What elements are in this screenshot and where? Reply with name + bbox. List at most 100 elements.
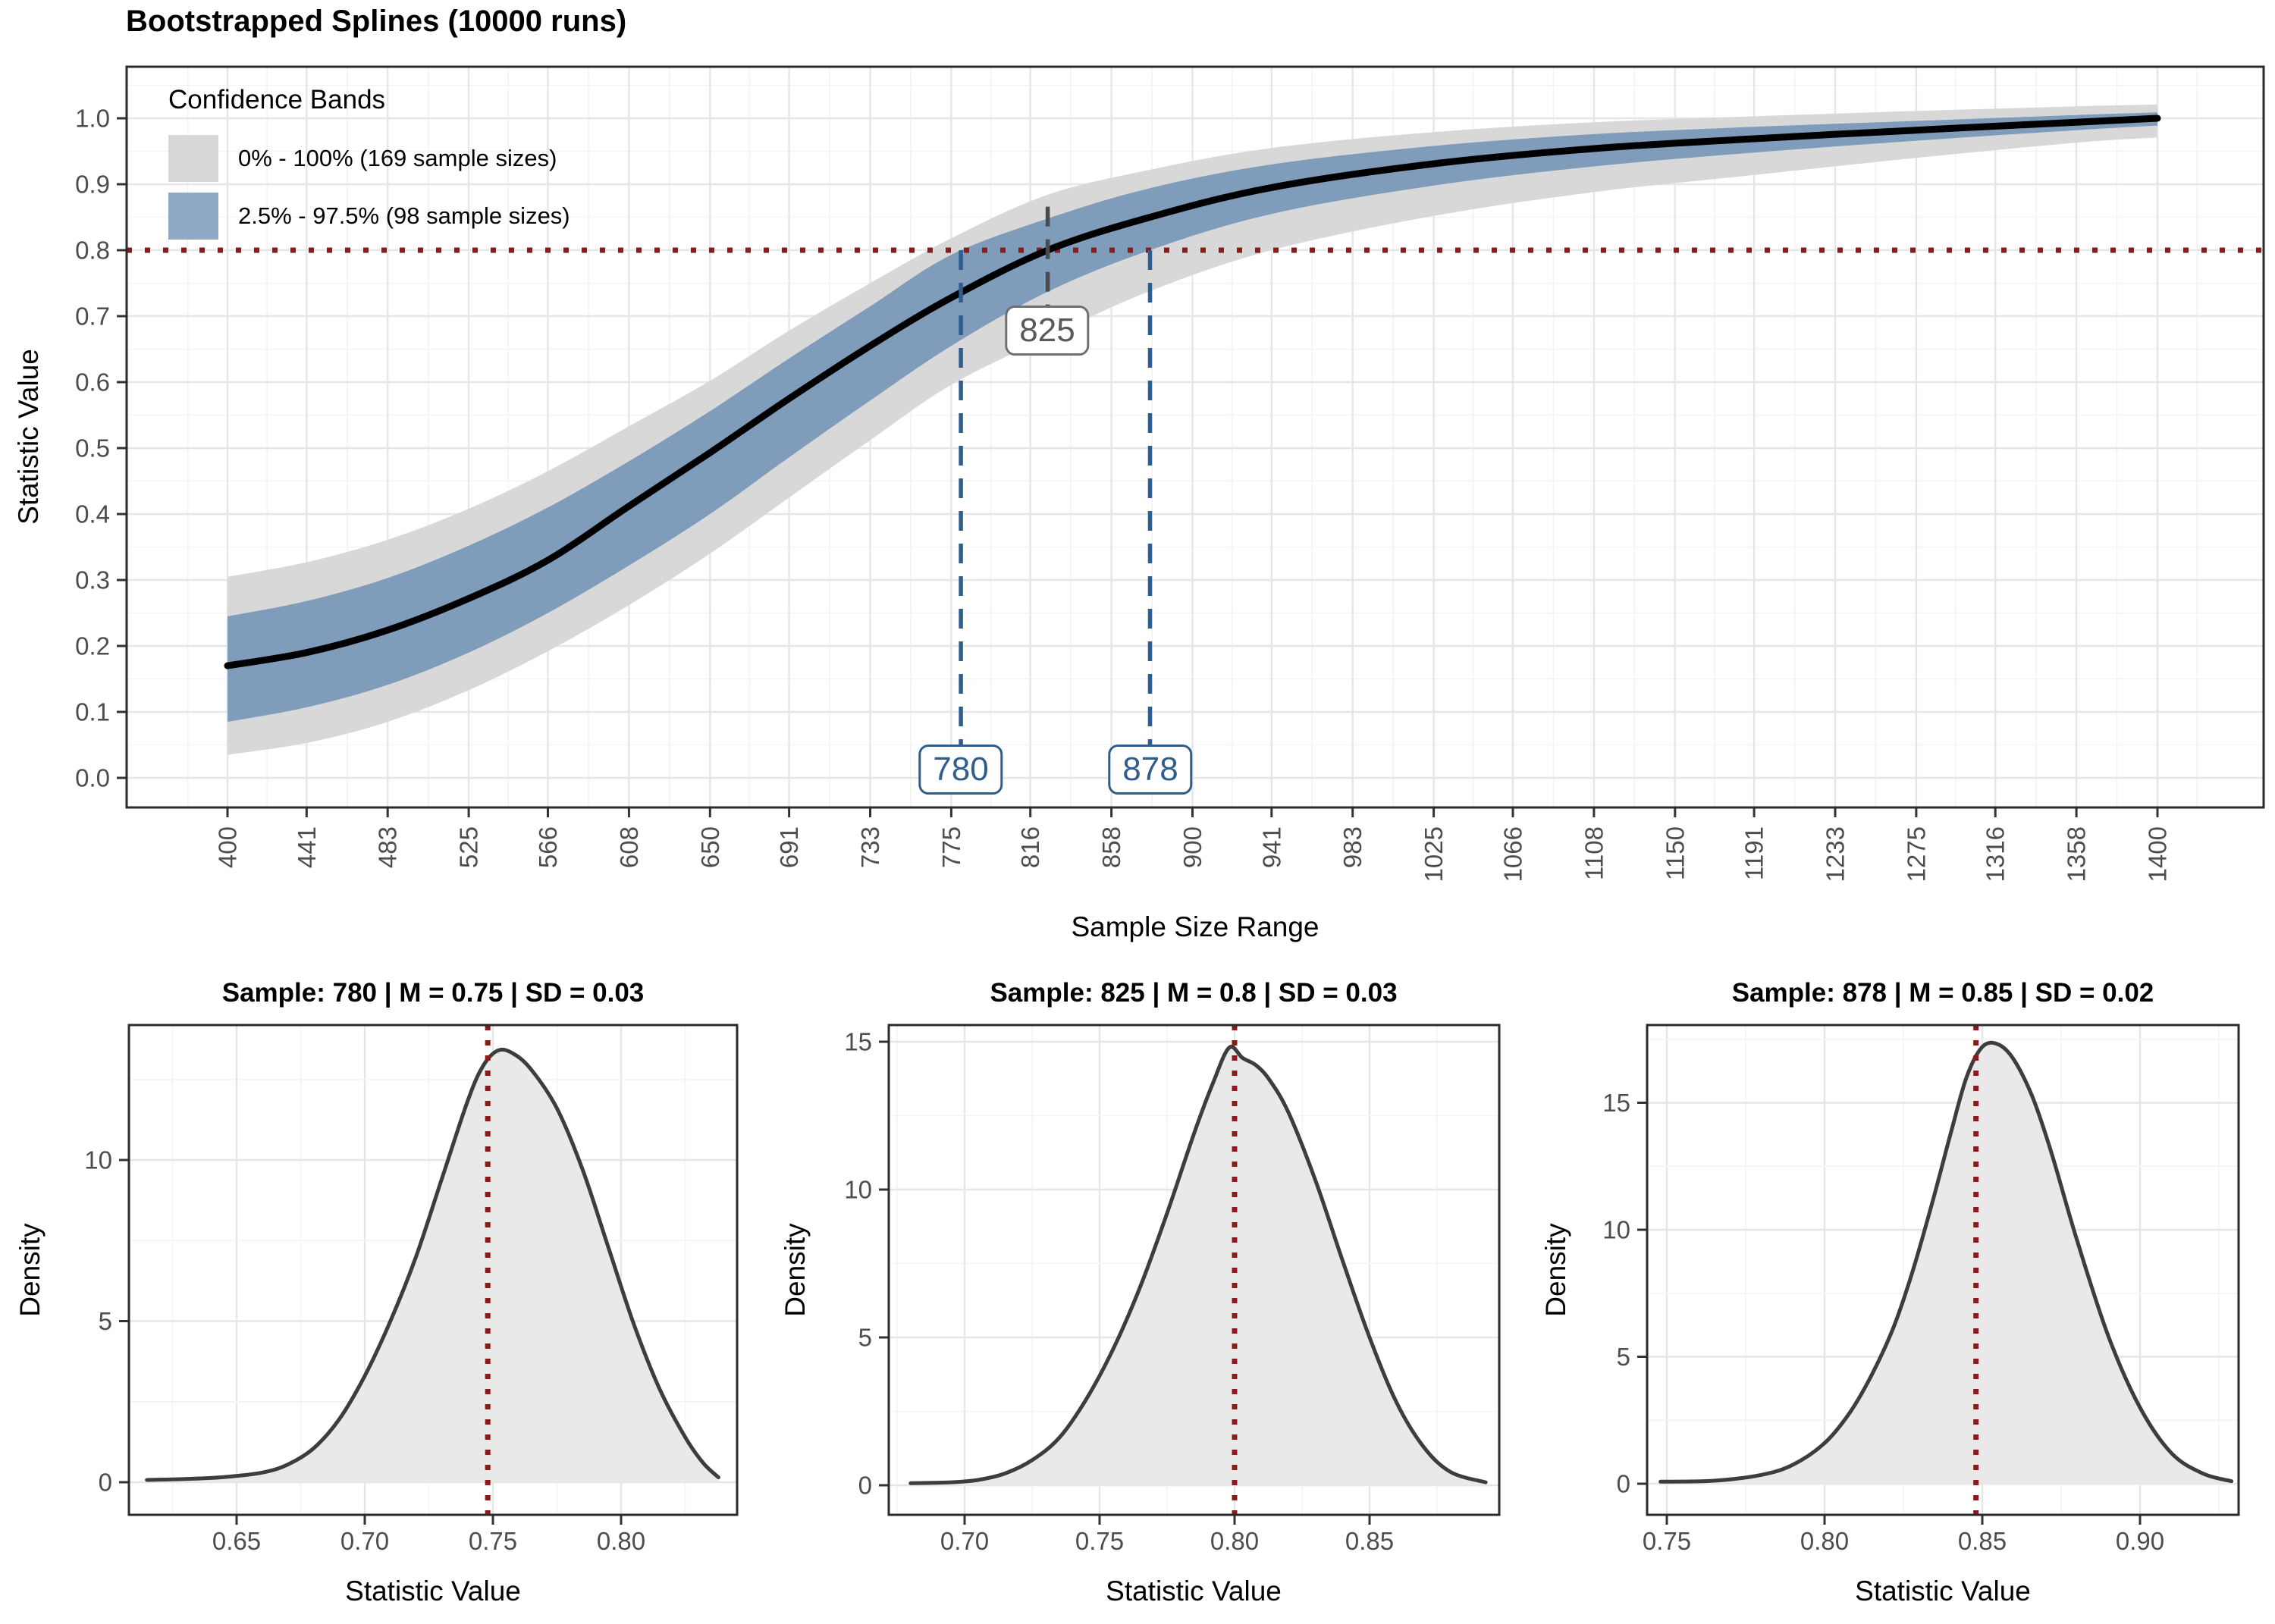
density-x-tick-label: 0.65 xyxy=(212,1527,261,1555)
main-y-tick-label: 0.6 xyxy=(75,368,110,397)
density-x-tick-label: 0.80 xyxy=(1800,1527,1849,1555)
density-y-tick-label: 10 xyxy=(844,1176,872,1204)
density-panel-border xyxy=(127,1024,739,1516)
main-x-tick-label: 858 xyxy=(1097,826,1125,868)
outer-band-swatch xyxy=(168,135,218,182)
density-axis-ticks: 0 5 10 15 0.75 0.80 0.85 0.90 xyxy=(1602,1089,2164,1555)
main-x-tick-label: 1275 xyxy=(1902,826,1930,882)
density-y-tick-label: 0 xyxy=(99,1469,112,1497)
density-area xyxy=(910,1046,1486,1485)
density-y-axis-title-780: Density xyxy=(14,1223,46,1317)
main-x-tick-label: 566 xyxy=(534,826,562,868)
density-y-tick-label: 5 xyxy=(858,1324,872,1352)
density-x-tick-label: 0.75 xyxy=(469,1527,517,1555)
main-x-axis-title: Sample Size Range xyxy=(1071,911,1320,942)
density-y-tick-label: 15 xyxy=(844,1028,872,1056)
main-y-tick-label: 0.9 xyxy=(75,171,110,199)
density-plot-825: 0 5 10 15 0.70 0.75 0.80 0.85 xyxy=(844,1024,1501,1555)
main-panel-border xyxy=(125,65,2265,809)
main-x-tick-label: 1066 xyxy=(1499,826,1527,882)
main-x-tick-label: 1316 xyxy=(1982,826,2010,882)
density-x-tick-label: 0.85 xyxy=(1345,1527,1394,1555)
main-x-tick-label: 733 xyxy=(856,826,884,868)
density-plot-878: 0 5 10 15 0.75 0.80 0.85 0.90 xyxy=(1602,1024,2240,1555)
main-y-tick-label: 0.8 xyxy=(75,237,110,265)
main-x-tick-label: 1150 xyxy=(1661,826,1689,880)
annotation-box-825: 825 xyxy=(1005,306,1090,356)
main-x-tick-label: 1108 xyxy=(1580,826,1608,880)
main-y-tick-label: 0.1 xyxy=(75,698,110,726)
main-y-tick-label: 0.4 xyxy=(75,500,110,528)
main-x-tick-label: 691 xyxy=(775,826,803,868)
main-x-tick-label: 983 xyxy=(1338,826,1367,868)
density-title-780: Sample: 780 | M = 0.75 | SD = 0.03 xyxy=(221,978,645,1008)
main-y-tick-label: 0.3 xyxy=(75,566,110,594)
confidence-bands-legend: Confidence Bands 0% - 100% (169 sample s… xyxy=(168,85,570,250)
density-axis-ticks: 0 5 10 0.65 0.70 0.75 0.80 xyxy=(84,1146,645,1555)
main-x-tick-label: 816 xyxy=(1016,826,1044,868)
annotation-box-878: 878 xyxy=(1108,745,1193,795)
density-y-tick-label: 10 xyxy=(84,1146,112,1174)
main-x-tick-label: 775 xyxy=(937,826,965,868)
density-x-tick-label: 0.75 xyxy=(1075,1527,1124,1555)
density-axis-ticks: 0 5 10 15 0.70 0.75 0.80 0.85 xyxy=(844,1028,1394,1555)
density-x-tick-label: 0.85 xyxy=(1958,1527,2007,1555)
main-x-tick-label: 1233 xyxy=(1822,826,1850,882)
density-curve xyxy=(1658,1040,2234,1484)
density-y-axis-title-825: Density xyxy=(780,1223,811,1317)
density-x-tick-label: 0.75 xyxy=(1643,1527,1691,1555)
density-x-tick-label: 0.90 xyxy=(2116,1527,2164,1555)
density-x-axis-title-780: Statistic Value xyxy=(345,1575,521,1607)
density-y-tick-label: 0 xyxy=(1617,1470,1630,1498)
inner-band-swatch xyxy=(168,193,218,240)
main-y-tick-label: 0.0 xyxy=(75,764,110,792)
density-title-878: Sample: 878 | M = 0.85 | SD = 0.02 xyxy=(1731,978,2154,1008)
density-x-axis-title-825: Statistic Value xyxy=(1106,1575,1282,1607)
density-y-tick-label: 5 xyxy=(99,1307,112,1335)
main-x-tick-label: 525 xyxy=(455,826,483,868)
main-x-tick-label: 941 xyxy=(1257,826,1285,868)
main-axis-ticks: 0.0 0.1 0.2 0.3 0.4 0.5 0.6 0.7 0.8 0.9 1.0 400 441 4… xyxy=(75,105,2171,883)
main-y-tick-label: 0.7 xyxy=(75,303,110,331)
main-y-tick-label: 0.5 xyxy=(75,434,110,462)
main-x-tick-label: 483 xyxy=(374,826,402,868)
main-chart-title: Bootstrapped Splines (10000 runs) xyxy=(126,5,627,38)
confidence-band-2.5-97.5 xyxy=(228,112,2157,723)
density-area xyxy=(1660,1042,2232,1484)
density-panel-border xyxy=(1646,1024,2240,1516)
main-x-tick-label: 1400 xyxy=(2144,826,2172,882)
annotation-box-780: 780 xyxy=(918,745,1003,795)
density-plot-780: 0 5 10 0.65 0.70 0.75 0.80 xyxy=(84,1024,739,1555)
density-y-tick-label: 10 xyxy=(1602,1216,1630,1244)
main-x-tick-label: 900 xyxy=(1178,826,1207,868)
density-y-tick-label: 0 xyxy=(858,1472,872,1500)
density-curve xyxy=(908,1045,1488,1485)
density-y-tick-label: 5 xyxy=(1617,1343,1630,1371)
main-x-tick-label: 1191 xyxy=(1740,826,1768,880)
density-y-tick-label: 15 xyxy=(1602,1089,1630,1117)
density-x-tick-label: 0.70 xyxy=(940,1527,989,1555)
spline-mean-line xyxy=(224,114,2161,669)
main-y-axis-title: Statistic Value xyxy=(13,349,44,525)
main-x-tick-label: 1358 xyxy=(2063,826,2091,882)
main-x-tick-label: 1025 xyxy=(1420,826,1448,882)
density-x-axis-title-878: Statistic Value xyxy=(1855,1575,2031,1607)
legend-label-outer: 0% - 100% (169 sample sizes) xyxy=(238,145,557,171)
legend-item-inner-band: 2.5% - 97.5% (98 sample sizes) xyxy=(168,193,570,240)
density-y-axis-title-878: Density xyxy=(1540,1223,1571,1317)
density-x-tick-label: 0.80 xyxy=(1210,1527,1259,1555)
main-y-tick-label: 1.0 xyxy=(75,105,110,133)
density-curve xyxy=(145,1047,720,1482)
main-y-tick-label: 0.2 xyxy=(75,632,110,660)
main-x-tick-label: 441 xyxy=(293,826,321,868)
main-x-tick-label: 608 xyxy=(615,826,643,868)
density-title-825: Sample: 825 | M = 0.8 | SD = 0.03 xyxy=(990,978,1398,1008)
main-plot: 0.0 0.1 0.2 0.3 0.4 0.5 0.6 0.7 0.8 0.9 1.0 400 441 4… xyxy=(75,65,2265,883)
density-area xyxy=(146,1049,719,1482)
density-x-tick-label: 0.70 xyxy=(340,1527,389,1555)
main-x-tick-label: 650 xyxy=(696,826,724,868)
legend-title: Confidence Bands xyxy=(168,85,386,114)
density-x-tick-label: 0.80 xyxy=(597,1527,645,1555)
